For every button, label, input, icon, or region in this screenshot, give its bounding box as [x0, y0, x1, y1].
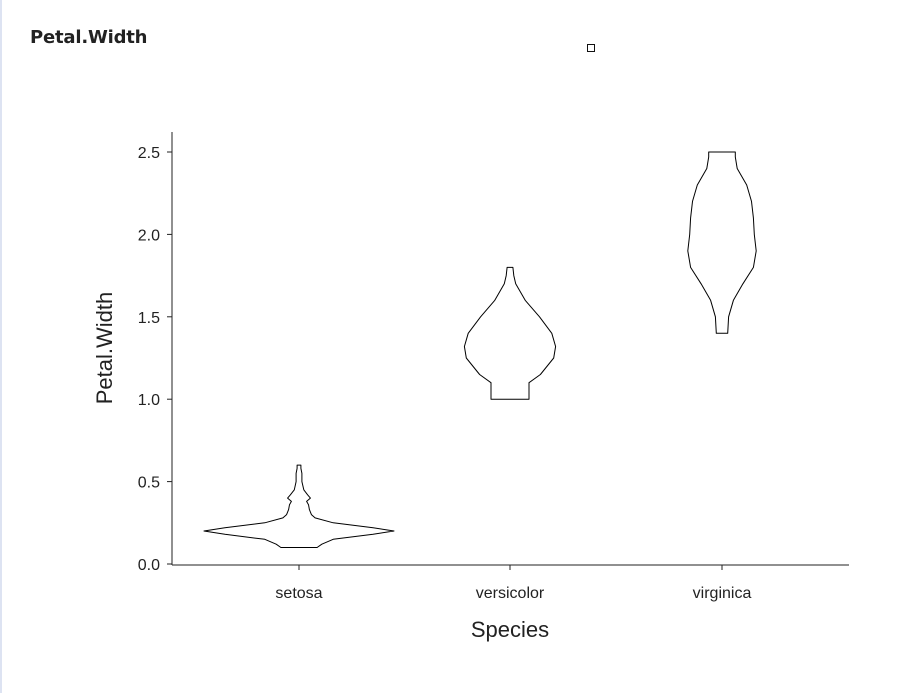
y-tick-label: 0.0	[138, 557, 160, 574]
y-ticks-layer: 0.0 0.5 1.0 1.5 2.0 2.5	[138, 145, 172, 574]
x-axis-title: Species	[471, 617, 549, 642]
y-tick-label: 2.0	[138, 227, 160, 244]
x-ticks-layer: setosa versicolor virginica	[275, 565, 751, 602]
violin-virginica	[687, 151, 757, 334]
panel-title: Petal.Width	[30, 27, 148, 48]
y-tick-label: 1.5	[138, 310, 160, 327]
y-axis-title: Petal.Width	[92, 292, 117, 405]
y-tick-label: 2.5	[138, 145, 160, 162]
x-tick-label: setosa	[275, 585, 322, 602]
violin-versicolor	[463, 266, 557, 400]
y-tick-label: 1.0	[138, 392, 160, 409]
x-tick-label: versicolor	[476, 585, 545, 602]
y-tick-label: 0.5	[138, 475, 160, 492]
violin-setosa	[203, 464, 395, 548]
violins-layer	[203, 151, 757, 548]
window-left-edge	[0, 0, 2, 693]
panel-handle-icon[interactable]	[587, 44, 595, 52]
x-tick-label: virginica	[693, 585, 752, 602]
